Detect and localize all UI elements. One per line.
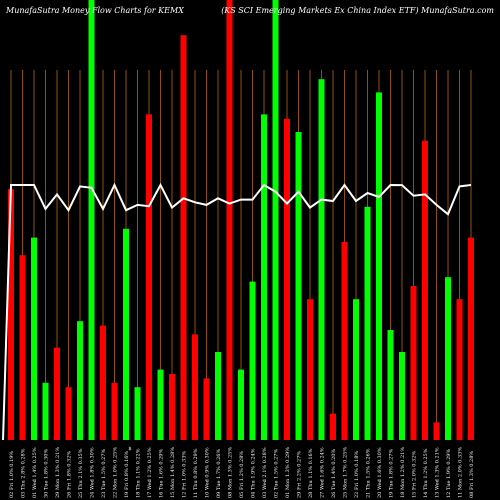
x-tick-label: 18 Thu 1.1% 0.22% (136, 448, 142, 498)
bar (284, 118, 290, 441)
x-tick-label: 01 Mon 1.3% 0.29% (285, 447, 291, 498)
bar (77, 321, 83, 440)
bar (364, 206, 371, 440)
x-tick-label: 09 Tue 1.7% 0.26% (216, 449, 222, 498)
x-tick-label: 10 Wed 0.9% 0.30% (205, 447, 211, 498)
chart-title-left: MunafaSutra Money Flow Charts for KEMX (5, 6, 184, 15)
bars (8, 0, 474, 441)
bar (238, 369, 244, 440)
x-tick-label: 16 Tue 1.6% 0.29% (159, 449, 165, 498)
x-tick-label: 19 Fri 0.8% 0.16% (124, 451, 130, 498)
bar (307, 299, 313, 440)
bar (468, 237, 474, 440)
x-tick-label: 25 Mon 1.7% 0.25% (343, 447, 349, 498)
bar (31, 237, 37, 440)
bar (100, 325, 106, 440)
x-tick-label: 29 Fri 2.2% 0.27% (297, 451, 303, 498)
bar (134, 387, 141, 440)
bar (226, 0, 233, 440)
bar (353, 299, 359, 440)
bar (192, 334, 198, 440)
bar (261, 114, 267, 441)
bar (146, 114, 152, 441)
bar (54, 347, 60, 440)
x-tick-label: 20 Wed 1.6% 0.30% (377, 447, 383, 498)
x-tick-label: 04 Thu 1.9% 0.24% (251, 448, 257, 498)
x-tick-label: 05 Fri 1.2% 0.28% (239, 451, 245, 498)
bar (203, 378, 210, 440)
x-tick-label: 11 Thu 0.8% 0.29% (193, 448, 199, 498)
x-tick-label: 02 Tue 1.5% 0.27% (274, 449, 280, 498)
bar (157, 369, 164, 440)
bar (111, 382, 118, 440)
chart-title-right: (KS SCI Emerging Markets Ex China Index … (221, 6, 494, 15)
x-tick-label: 23 Tue 1.5% 0.27% (101, 449, 107, 498)
x-tick-label: 01 Wed 1.4% 0.25% (32, 447, 38, 498)
x-tick-label: 17 Wed 1.2% 0.25% (147, 447, 153, 498)
bar (456, 299, 463, 440)
chart-subtitle-symbol: $ (128, 446, 131, 452)
x-tick-label: 30 Tue 1.8% 0.30% (44, 449, 50, 498)
line-series (2, 182, 472, 441)
x-tick-label: 13 Wed 1.3% 0.21% (435, 447, 441, 498)
bar (410, 286, 417, 440)
x-tick-label: 02 Fri 1.0% 0.19% (9, 451, 15, 498)
x-tick-label: 27 Wed 1.6% 0.24% (320, 447, 326, 498)
x-tick-label: 08 Fri 1.3% 0.28% (469, 451, 475, 498)
x-tick-label: 21 Thu 1.5% 0.26% (366, 448, 372, 498)
x-tick-label: 24 Wed 1.8% 0.30% (90, 447, 96, 498)
bar (272, 0, 279, 440)
bar (123, 228, 129, 440)
x-tick-label: 19 Tue 1.8% 0.27% (389, 449, 395, 498)
x-tick-label: 08 Mon 1.3% 0.25% (228, 447, 234, 498)
bar (376, 92, 382, 441)
bar (215, 352, 221, 440)
x-tick-label: 12 Fri 1.0% 0.33% (182, 451, 188, 498)
x-tick-label: 15 Mon 1.4% 0.28% (170, 447, 176, 498)
series-line (2, 182, 472, 441)
bar (422, 140, 428, 441)
x-tick-labels: 02 Fri 1.0% 0.19% 03 Thu 2.8% 0.28% 01 Wed… (9, 447, 475, 498)
x-tick-label: 15 Fri 2.0% 0.32% (412, 451, 418, 498)
x-tick-label: 28 Thu 1.1% 0.16% (308, 448, 314, 498)
x-tick-label: 18 Mon 1.2% 0.21% (400, 447, 406, 498)
x-tick-label: 26 Tue 1.4% 0.20% (331, 449, 337, 498)
bar (65, 387, 72, 440)
bar (8, 189, 14, 440)
bar (42, 382, 49, 440)
bar (341, 242, 348, 440)
bar (445, 277, 451, 440)
x-tick-label: 03 Wed 2.1% 0.28% (262, 447, 268, 498)
x-tick-label: 25 Thu 2.1% 0.35% (78, 448, 84, 498)
bar (169, 374, 175, 440)
x-tick-label: 03 Thu 2.8% 0.28% (21, 448, 27, 498)
x-tick-label: 26 Fri 1.8% 0.32% (67, 451, 73, 498)
x-tick-label: 22 Mon 1.0% 0.25% (113, 447, 119, 498)
bar (88, 0, 95, 440)
bar (399, 352, 405, 440)
bar (318, 79, 325, 440)
bar (180, 35, 187, 440)
x-tick-label: 14 Thu 1.2% 0.25% (423, 448, 429, 498)
bar (433, 422, 440, 440)
bar (19, 255, 26, 440)
x-tick-label: 22 Fri 1.0% 0.18% (354, 451, 360, 498)
x-tick-label: 11 Mon 2.0% 0.33% (458, 447, 464, 498)
bar (295, 132, 302, 440)
bar (387, 330, 394, 440)
bar (249, 281, 256, 440)
x-tick-label: 29 Mon 1.3% 0.21% (55, 447, 61, 498)
bar (330, 413, 336, 440)
x-tick-label: 12 Tue 1.9% 0.29% (446, 449, 452, 498)
